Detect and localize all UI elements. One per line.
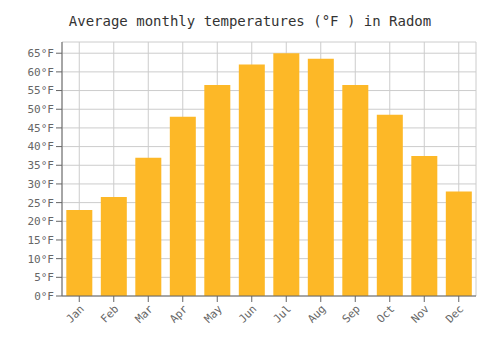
svg-text:45°F: 45°F	[28, 122, 55, 135]
svg-text:40°F: 40°F	[28, 140, 55, 153]
svg-text:Jun: Jun	[236, 302, 259, 325]
svg-text:55°F: 55°F	[28, 84, 55, 97]
svg-text:Mar: Mar	[133, 302, 157, 326]
svg-text:Oct: Oct	[374, 302, 397, 325]
svg-text:Sep: Sep	[340, 302, 363, 325]
svg-text:Nov: Nov	[409, 302, 433, 326]
html-text:Average monthly temperatures (: Average monthly temperatures (°F ) in Ra…	[68, 13, 432, 29]
svg-text:0°F: 0°F	[34, 290, 54, 303]
svg-text:50°F: 50°F	[28, 103, 55, 116]
svg-text:Aug: Aug	[305, 302, 328, 325]
svg-text:15°F: 15°F	[28, 234, 55, 247]
svg-text:Apr: Apr	[167, 302, 191, 326]
svg-text:10°F: 10°F	[28, 253, 55, 266]
svg-text:5°F: 5°F	[34, 271, 54, 284]
svg-text:30°F: 30°F	[28, 178, 55, 191]
svg-text:Jul: Jul	[271, 302, 294, 325]
svg-text:May: May	[202, 302, 226, 326]
svg-text:25°F: 25°F	[28, 197, 55, 210]
svg-text:65°F: 65°F	[28, 47, 55, 60]
svg-text:Feb: Feb	[98, 302, 121, 325]
svg-text:35°F: 35°F	[28, 159, 55, 172]
svg-text:Dec: Dec	[443, 302, 466, 325]
svg-text:Jan: Jan	[64, 302, 87, 325]
svg-text:20°F: 20°F	[28, 215, 55, 228]
svg-text:60°F: 60°F	[28, 66, 55, 79]
